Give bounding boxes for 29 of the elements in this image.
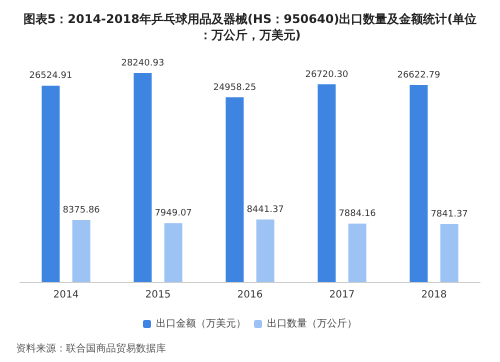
data-label: 7884.16	[338, 209, 376, 220]
data-label: 26720.30	[305, 70, 348, 80]
x-tick-label: 2017	[329, 290, 355, 300]
bar	[410, 84, 428, 282]
legend-label: 出口数量（万公斤）	[267, 318, 357, 330]
data-label: 24958.25	[213, 82, 256, 93]
bar	[348, 224, 366, 282]
legend-label: 出口金额（万美元）	[156, 318, 246, 330]
data-label: 7949.07	[154, 208, 192, 219]
bar	[134, 73, 152, 282]
chart-title: 图表5：2014-2018年乒乓球用品及器械(HS：950640)出口数量及金额统计(单位：万公斤，万美元)	[23, 12, 477, 42]
x-tick-label: 2018	[421, 290, 447, 300]
data-label: 26622.79	[397, 70, 440, 80]
bar	[440, 224, 458, 282]
x-tick-label: 2016	[237, 290, 263, 300]
data-label: 28240.93	[121, 58, 164, 69]
x-tick-label: 2014	[53, 290, 79, 300]
bar	[226, 97, 244, 282]
data-label: 8375.86	[62, 206, 100, 216]
text: 资料来源：联合国商品贸易数据库	[16, 342, 166, 354]
bar	[164, 223, 182, 282]
bar	[42, 86, 60, 282]
bar	[72, 220, 90, 282]
data-label: 26524.91	[29, 71, 72, 82]
data-label: 7841.37	[430, 209, 468, 220]
bar	[318, 84, 336, 282]
data-label: 8441.37	[246, 205, 284, 216]
x-tick-label: 2015	[145, 290, 171, 300]
bar	[256, 220, 274, 282]
